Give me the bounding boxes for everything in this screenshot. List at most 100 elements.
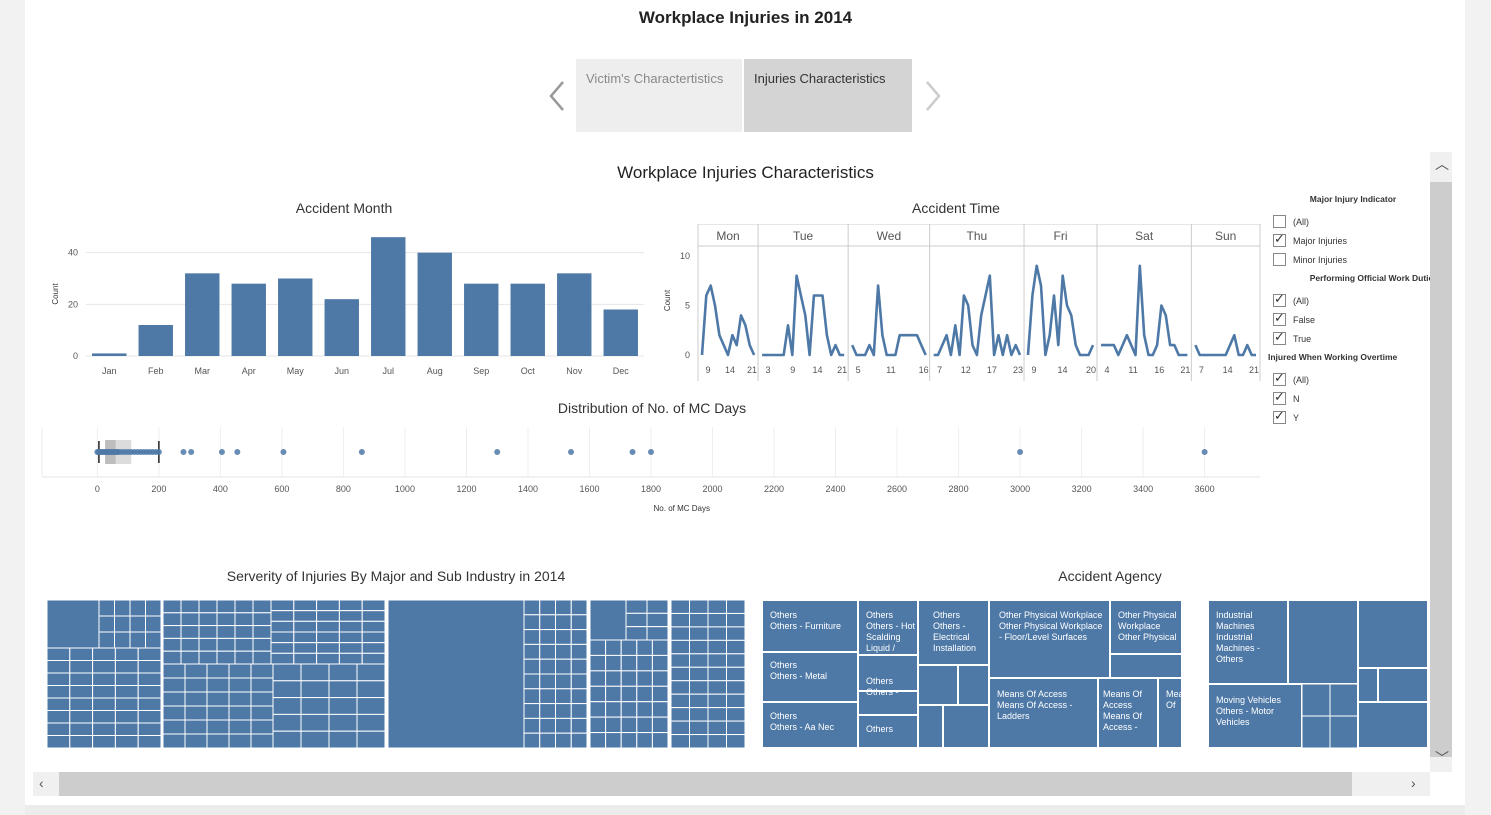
- treemap-cell: [361, 600, 386, 612]
- treemap-cell: [114, 697, 139, 711]
- next-story-point-button[interactable]: [920, 76, 944, 116]
- treemap-cell: [206, 691, 230, 707]
- y-tick-label: 40: [68, 248, 78, 258]
- checkbox[interactable]: [1273, 231, 1286, 247]
- treemap-cell: [114, 600, 131, 617]
- treemap-cell: [272, 730, 302, 748]
- treemap-cell: [114, 615, 131, 633]
- treemap-label: Other Physical Workplace Other Physical: [1118, 610, 1177, 642]
- treemap-cell: [555, 600, 572, 616]
- checkbox[interactable]: [1273, 253, 1286, 266]
- checkbox[interactable]: [1273, 389, 1286, 405]
- treemap-cell: [707, 600, 727, 614]
- vertical-scrollbar[interactable]: ︿ ﹀: [1430, 152, 1452, 772]
- treemap-cell: [620, 654, 638, 672]
- story-tab-victims[interactable]: Victim's Charactertistics: [576, 59, 742, 132]
- x-tick-label: 21: [747, 365, 757, 375]
- treemap-cell: [228, 677, 252, 693]
- filter-option[interactable]: (All): [1273, 291, 1438, 310]
- filter-option[interactable]: False: [1273, 310, 1438, 329]
- filter-option[interactable]: (All): [1273, 212, 1438, 231]
- treemap-cell: [707, 612, 727, 628]
- filter-option-label: (All): [1293, 216, 1309, 227]
- treemap-cell: [1357, 701, 1428, 748]
- treemap-cell: [625, 612, 648, 628]
- treemap-cell: [726, 734, 745, 748]
- bar-jul: [371, 237, 406, 356]
- treemap-cell: [300, 680, 330, 699]
- treemap-cell: [539, 717, 556, 734]
- treemap-cell: [726, 720, 745, 736]
- treemap-cell: [620, 639, 638, 656]
- treemap-cell: [539, 629, 556, 645]
- x-tick-label: 3400: [1133, 484, 1153, 494]
- filter-option[interactable]: (All): [1273, 370, 1438, 389]
- filter-option[interactable]: True: [1273, 329, 1438, 348]
- mc-days-distribution-chart: 0 200 400 600 800 1000 1200 1400 1600 1800 2000 220…: [41, 427, 1260, 513]
- treemap-cell: [162, 733, 186, 748]
- treemap-cell: [539, 732, 556, 748]
- horizontal-scroll-thumb[interactable]: [59, 772, 1352, 796]
- treemap-cell: [1109, 653, 1183, 679]
- filter-option[interactable]: Major Injuries: [1273, 231, 1438, 250]
- previous-story-point-button[interactable]: [546, 76, 570, 116]
- x-tick-label: 3200: [1072, 484, 1092, 494]
- x-tick-label: Feb: [148, 366, 164, 376]
- treemap-cell: [137, 685, 162, 699]
- horizontal-scrollbar[interactable]: ‹ ›: [33, 772, 1430, 796]
- scroll-right-icon[interactable]: ›: [1411, 775, 1416, 791]
- treemap-cell: [707, 680, 727, 695]
- filter-option[interactable]: Minor Injuries: [1273, 250, 1438, 269]
- treemap-cell: [651, 639, 669, 656]
- treemap-cell: [605, 732, 622, 748]
- treemap-cell: [216, 625, 236, 639]
- chevron-right-icon: [926, 81, 941, 111]
- treemap-cell: [114, 660, 139, 674]
- treemap-cell: [184, 663, 208, 679]
- treemap-cell: [589, 654, 607, 672]
- vertical-scroll-thumb[interactable]: [1430, 182, 1452, 757]
- treemap-cell: [198, 650, 218, 665]
- filter-option[interactable]: N: [1273, 389, 1438, 408]
- checkbox[interactable]: [1273, 215, 1286, 228]
- treemap-cell: [523, 688, 541, 705]
- treemap-cell: [589, 732, 607, 748]
- checkbox[interactable]: [1273, 370, 1286, 386]
- checkbox[interactable]: [1273, 310, 1286, 326]
- x-tick-label: 1200: [456, 484, 476, 494]
- checkbox[interactable]: [1273, 408, 1286, 424]
- treemap-cell: [555, 658, 572, 675]
- treemap-cell: [145, 615, 162, 633]
- treemap-cell: [1301, 683, 1331, 717]
- scroll-down-icon[interactable]: ﹀: [1435, 750, 1449, 766]
- x-tick-label: 20: [1086, 365, 1096, 375]
- treemap-cell: [539, 673, 556, 690]
- treemap-cell: [252, 612, 272, 627]
- checkbox[interactable]: [1273, 329, 1286, 345]
- checkbox[interactable]: [1273, 291, 1286, 307]
- bar-mar: [185, 273, 220, 356]
- treemap-cell: [651, 701, 669, 718]
- story-tab-injuries[interactable]: Injuries Characteristics: [744, 59, 912, 132]
- treemap-cell: [129, 600, 146, 617]
- x-tick-label: 9: [705, 365, 710, 375]
- treemap-cell: [670, 626, 690, 641]
- treemap-cell: [216, 600, 236, 614]
- treemap-label: Means Of: [1166, 689, 1194, 710]
- treemap-cell: [620, 685, 638, 703]
- treemap-cell: [539, 703, 556, 719]
- scroll-left-icon[interactable]: ‹: [39, 775, 44, 791]
- filter-option[interactable]: Y: [1273, 408, 1438, 427]
- treemap-cell: [162, 600, 182, 614]
- line-sun: [1194, 333, 1256, 357]
- treemap-cell: [92, 697, 116, 711]
- treemap-cell: [250, 705, 274, 721]
- treemap-cell: [356, 730, 386, 748]
- line-wed: [851, 284, 927, 357]
- treemap-cell: [338, 600, 363, 612]
- treemap-cell: [114, 735, 139, 748]
- scroll-up-icon[interactable]: ︿: [1435, 156, 1449, 172]
- treemap-label: Other Physical Workplace Other Physical …: [999, 610, 1103, 642]
- x-tick-label: 21: [1180, 365, 1190, 375]
- treemap-cell: [316, 600, 340, 612]
